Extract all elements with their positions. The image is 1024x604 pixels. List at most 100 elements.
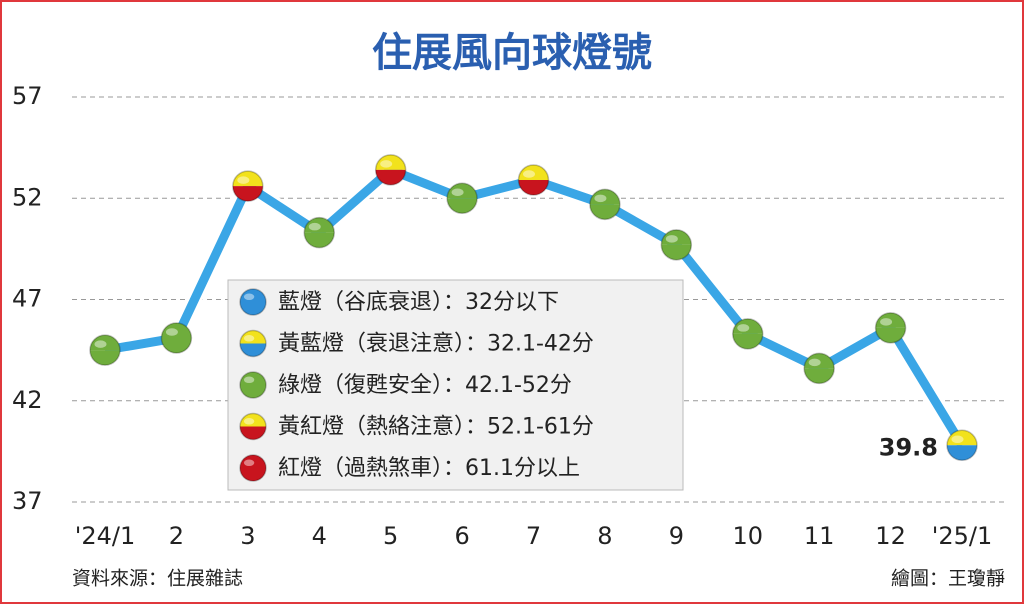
marker-bottom (875, 327, 906, 343)
marker-top (240, 413, 266, 427)
marker-shine (243, 335, 255, 342)
x-tick-label: 7 (526, 522, 541, 550)
y-tick-label: 47 (12, 285, 43, 313)
marker-shine (243, 376, 255, 384)
legend: 藍燈（谷底衰退）：32分以下黃藍燈（衰退注意）：32.1-42分綠燈（復甦安全）… (227, 279, 684, 491)
marker-shine (737, 324, 750, 332)
point (946, 429, 978, 462)
marker-outline (232, 170, 264, 202)
marker-top (161, 322, 192, 338)
x-tick-label: 2 (169, 522, 184, 550)
marker-outline (239, 454, 267, 482)
marker-top (240, 330, 266, 344)
marker-shine (165, 328, 178, 336)
x-tick-label: 8 (597, 522, 612, 550)
marker-bottom (447, 198, 478, 214)
data-label: 39.8 (879, 433, 938, 461)
marker-outline (446, 182, 478, 214)
marker-bottom (518, 180, 549, 196)
marker-shine (380, 160, 393, 168)
marker-shine (243, 293, 255, 301)
chart-title: 住展風向球燈號 (372, 30, 652, 76)
marker-bottom (589, 204, 620, 220)
legend-box (227, 279, 684, 491)
marker-bottom (804, 368, 835, 384)
marker-outline (946, 429, 978, 462)
marker-outline (239, 371, 267, 399)
marker-shine (308, 222, 321, 231)
marker-top (518, 165, 549, 181)
marker-shine (243, 418, 255, 425)
marker-bottom (240, 468, 266, 481)
marker-outline (517, 164, 550, 196)
y-tick-label: 42 (12, 386, 43, 414)
source: 資料來源：住展雜誌 (72, 568, 243, 590)
marker-top (661, 229, 692, 245)
point (89, 334, 121, 366)
legend-label: 紅燈（過熱煞車）：61.1分以上 (278, 456, 580, 481)
marker-outline (303, 216, 335, 249)
marker-shine (94, 340, 107, 348)
point (374, 154, 407, 186)
point (589, 188, 621, 221)
marker-bottom (661, 244, 692, 260)
marker-bottom (90, 350, 120, 366)
marker-bottom (161, 337, 192, 353)
marker-top (732, 318, 763, 334)
marker-top (589, 189, 620, 205)
marker-top (447, 183, 478, 199)
marker-top (240, 455, 266, 468)
marker-top (304, 217, 335, 233)
marker-outline (160, 322, 193, 354)
marker-top (947, 430, 977, 446)
point (660, 229, 693, 261)
x-tick-label: 10 (732, 522, 763, 550)
legend-marker (239, 371, 267, 399)
x-tick-label: 11 (804, 522, 835, 550)
point (732, 318, 764, 350)
point (874, 312, 907, 344)
marker-outline (374, 154, 407, 186)
marker-outline (874, 312, 907, 344)
marker-bottom (240, 302, 266, 315)
point (232, 170, 264, 202)
legend-label: 藍燈（谷底衰退）：32分以下 (278, 290, 559, 315)
marker-top (240, 372, 266, 385)
marker-shine (594, 194, 607, 203)
marker-bottom (947, 445, 977, 461)
point (446, 182, 478, 214)
marker-top (90, 335, 120, 351)
marker-outline (239, 329, 267, 358)
marker-shine (523, 170, 535, 178)
y-tick-label: 57 (12, 82, 43, 110)
x-tick-label: 9 (669, 522, 684, 550)
x-tick-label: 4 (312, 522, 327, 550)
marker-shine (808, 358, 821, 367)
marker-top (875, 312, 906, 328)
marker-shine (880, 318, 893, 326)
x-tick-label: '25/1 (932, 522, 993, 550)
credit: 繪圖：王瓊靜 (891, 568, 1005, 590)
marker-bottom (232, 186, 263, 202)
x-tick-label: '24/1 (75, 522, 136, 550)
marker-outline (589, 188, 621, 221)
x-tick-label: 5 (383, 522, 398, 550)
marker-top (232, 171, 263, 187)
marker-bottom (732, 333, 763, 349)
legend-label: 綠燈（復甦安全）：42.1-52分 (278, 373, 572, 398)
marker-outline (239, 412, 267, 441)
point (303, 216, 335, 249)
marker-top (375, 154, 406, 170)
legend-marker (239, 412, 267, 441)
marker-shine (665, 235, 678, 243)
y-tick-label: 52 (12, 183, 43, 211)
marker-shine (243, 459, 255, 467)
marker-outline (239, 288, 267, 316)
point (160, 322, 193, 354)
legend-label: 黃紅燈（熱絡注意）：52.1-61分 (278, 415, 594, 440)
marker-bottom (240, 426, 266, 440)
marker-bottom (240, 385, 266, 398)
marker-bottom (240, 343, 266, 357)
marker-shine (951, 435, 964, 444)
